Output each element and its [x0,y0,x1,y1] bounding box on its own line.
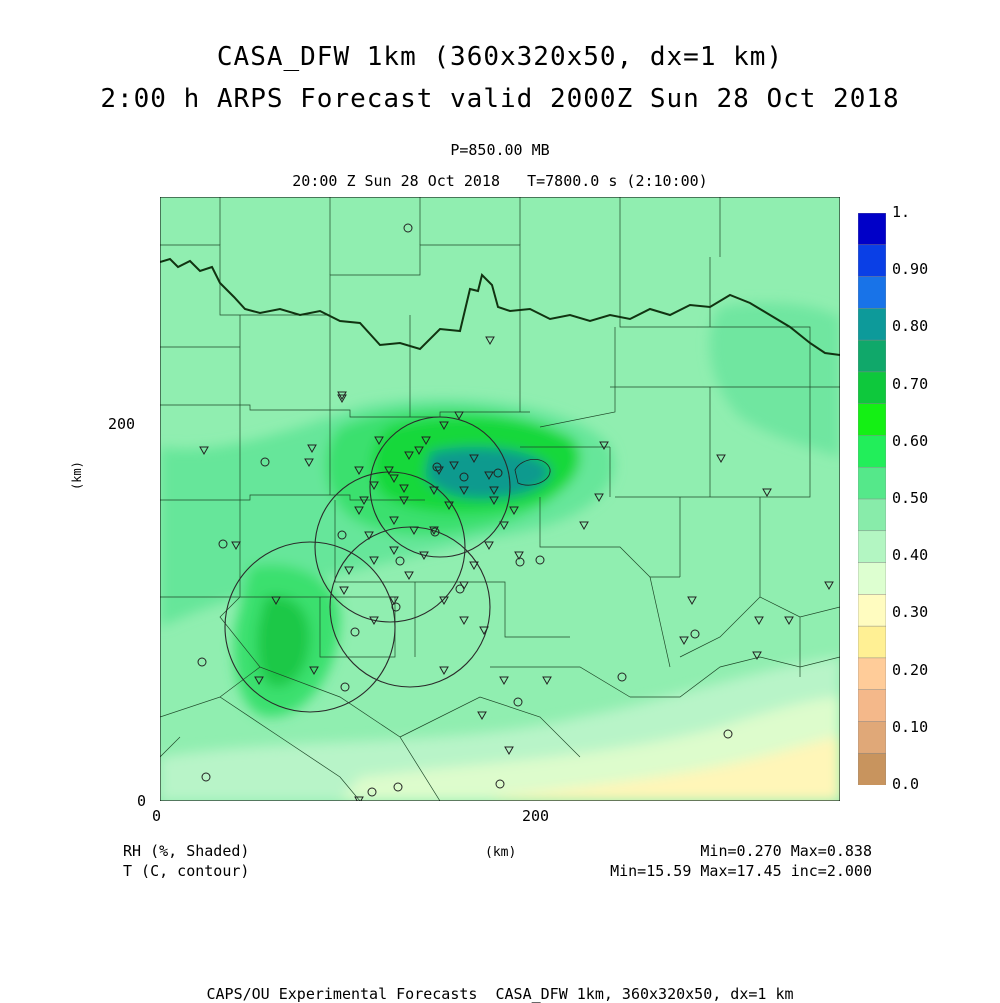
colorbar-label: 0.80 [892,317,929,336]
rh-colorbar [858,213,886,785]
colorbar-label: 0.70 [892,374,929,393]
x-tick-0: 0 [152,807,162,825]
colorbar-swatch [858,530,886,564]
station-markers [197,223,834,801]
colorbar-label: 0.10 [892,717,929,736]
map-title-line1: CASA_DFW 1km (360x320x50, dx=1 km) [216,42,784,72]
y-axis-label: (km) [70,461,84,490]
colorbar-swatch [858,752,886,785]
valid-time: 20:00 Z Sun 28 Oct 2018 T=7800.0 s (2:10… [292,172,708,190]
colorbar-swatch [858,689,886,723]
rh-temperature-map [160,197,840,801]
colorbar-label: 0.20 [892,660,929,679]
state-boundary-red-river [160,257,840,356]
county-boundaries [160,197,840,801]
colorbar-swatch [858,594,886,627]
colorbar-swatch [858,339,886,373]
field2-stats: Min=15.59 Max=17.45 inc=2.000 [610,862,872,880]
x-tick-200: 200 [522,807,550,825]
field2-label: T (C, contour) [123,862,250,880]
colorbar-swatch [858,466,886,500]
colorbar-swatch [858,403,886,437]
colorbar-swatch [858,562,886,596]
footer-credit: CAPS/OU Experimental Forecasts CASA_DFW … [206,985,794,1003]
colorbar-swatch [858,435,886,468]
colorbar-swatch [858,276,886,310]
colorbar-swatch [858,721,886,754]
rh-shading [160,302,840,801]
field1-stats: Min=0.270 Max=0.838 [700,842,872,860]
y-tick-200: 200 [108,415,136,433]
colorbar-swatch [858,657,886,691]
colorbar-label: 1. [892,203,911,221]
radar-range-rings [224,416,511,713]
colorbar-label: 0.0 [892,775,920,793]
colorbar-swatch [858,213,886,246]
colorbar-label: 0.30 [892,603,929,622]
colorbar-swatch [858,244,886,278]
x-axis-label: (km) [485,845,517,860]
temperature-contours [514,458,551,486]
y-tick-0: 0 [137,792,147,810]
colorbar-label: 0.50 [892,489,929,507]
colorbar-swatch [858,498,886,532]
pressure-level: P=850.00 MB [450,141,550,159]
map-title-line2: 2:00 h ARPS Forecast valid 2000Z Sun 28 … [100,84,900,114]
field1-label: RH (%, Shaded) [123,842,250,860]
colorbar-label: 0.90 [892,260,929,279]
colorbar-swatch [858,371,886,405]
colorbar-label: 0.40 [892,546,929,565]
colorbar-swatch [858,625,886,659]
colorbar-label: 0.60 [892,431,929,450]
colorbar-swatch [858,308,886,341]
